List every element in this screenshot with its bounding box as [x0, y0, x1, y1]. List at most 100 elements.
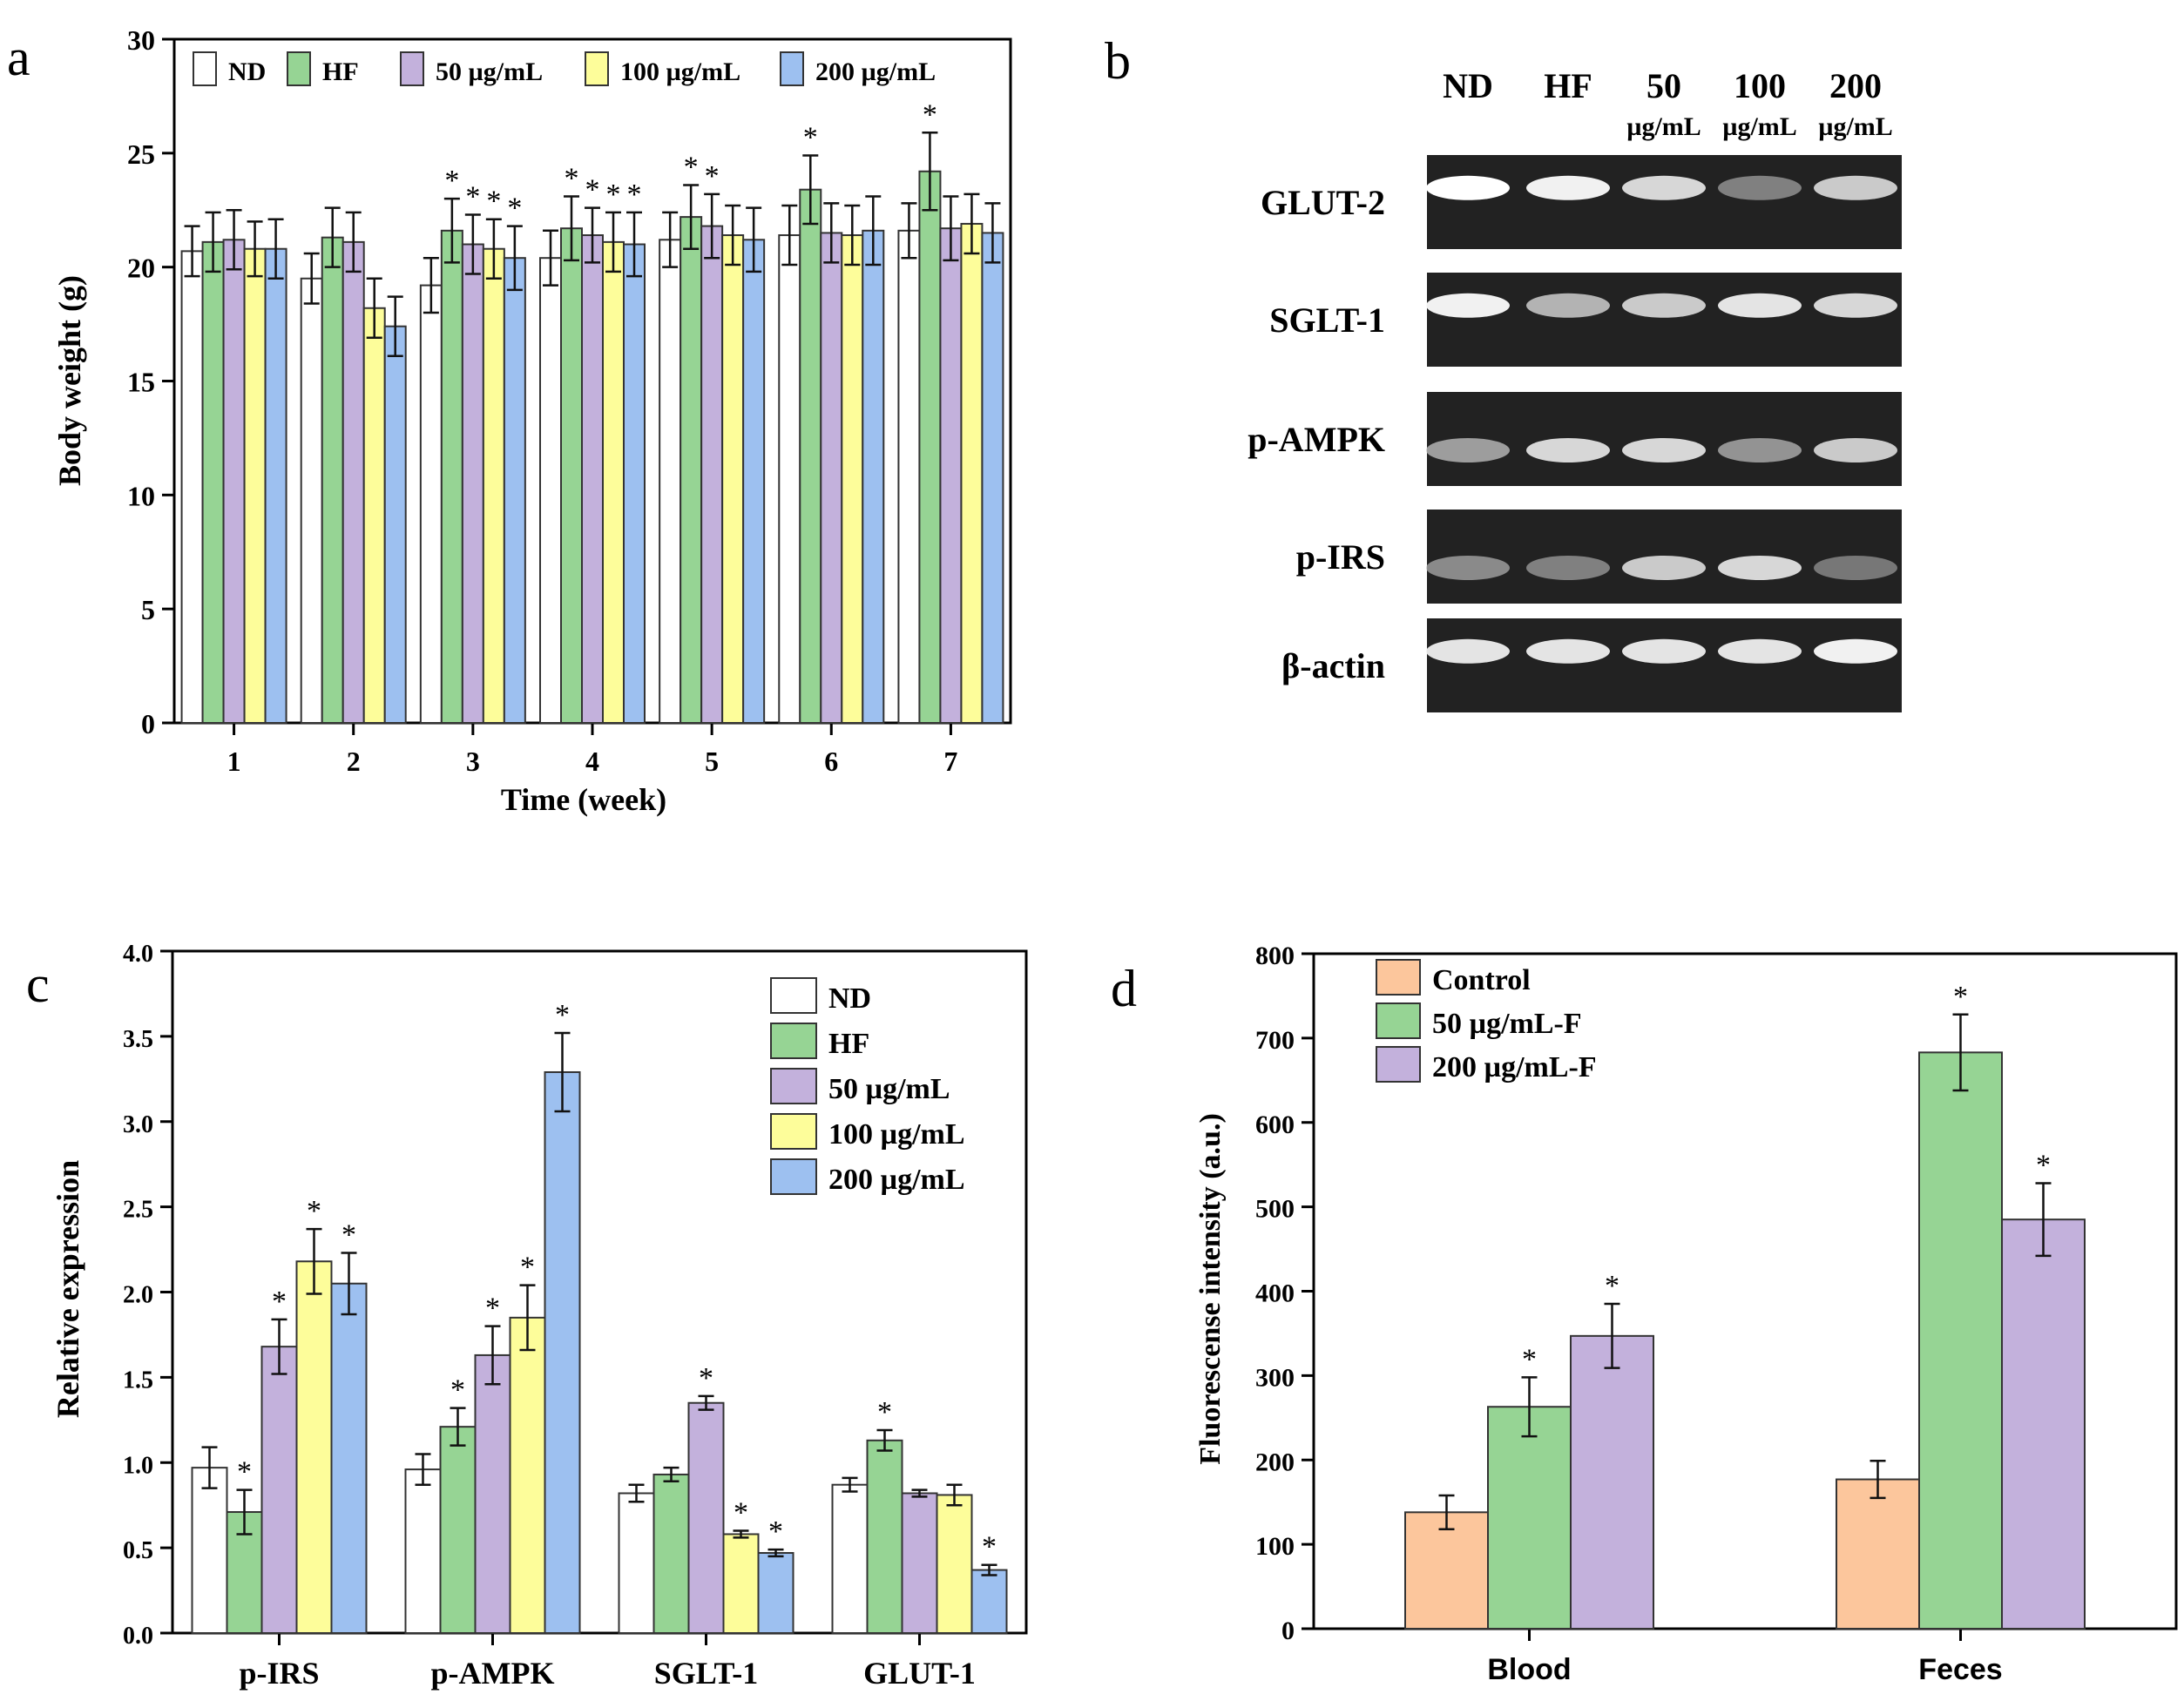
c-significance-star: *	[768, 1515, 783, 1548]
a-bar	[201, 240, 225, 724]
a-bar	[799, 188, 822, 724]
c-y-tick-label: 3.5	[123, 1026, 153, 1053]
panel-b-label: b	[1105, 32, 1131, 90]
a-bar	[680, 216, 703, 725]
c-y-tick-label: 2.0	[123, 1282, 153, 1309]
c-legend-swatch	[770, 977, 817, 1014]
a-y-tick-label: 0	[141, 708, 155, 739]
d-significance-star: *	[1605, 1270, 1619, 1302]
blot-lane-label: HF	[1544, 66, 1592, 105]
c-bar	[404, 1468, 442, 1634]
d-legend-label: Control	[1432, 964, 1531, 996]
a-x-tick-label: 4	[585, 746, 599, 777]
panel-c-y-axis-label: Relative expression	[51, 1160, 85, 1418]
a-bar	[482, 247, 505, 724]
blot-band	[1622, 293, 1706, 318]
d-bar	[1404, 1511, 1489, 1630]
a-bar	[960, 222, 984, 724]
d-x-tick-label: Blood	[1487, 1653, 1571, 1686]
a-significance-star: *	[705, 160, 720, 192]
a-bar	[862, 229, 885, 724]
d-y-tick-label: 800	[1255, 942, 1295, 970]
blot-band	[1426, 437, 1510, 462]
a-legend-swatch	[585, 51, 609, 86]
panel-a-x-axis-label: Time (week)	[501, 782, 666, 817]
d-legend-swatch	[1376, 1046, 1421, 1083]
a-bar	[321, 236, 344, 724]
a-legend-label: 200 µg/mL	[815, 57, 936, 86]
blot-strip	[1427, 273, 1902, 367]
a-legend-swatch	[400, 51, 424, 86]
c-significance-star: *	[520, 1252, 535, 1284]
c-y-tick-label: 4.0	[123, 941, 153, 968]
panel-a-y-axis-label: Body weight (g)	[52, 275, 87, 486]
blot-band	[1426, 293, 1510, 318]
blot-lane-label: 100	[1734, 66, 1786, 105]
a-bar	[897, 229, 921, 724]
d-bar	[1487, 1406, 1572, 1630]
a-bar	[721, 234, 745, 724]
a-bar	[180, 250, 204, 725]
blot-row-label: SGLT-1	[1269, 300, 1385, 340]
c-y-tick-label: 0.5	[123, 1537, 153, 1564]
d-y-tick-label: 600	[1255, 1110, 1295, 1139]
blot-band	[1526, 638, 1610, 664]
a-x-tick-label: 7	[943, 746, 957, 777]
a-significance-star: *	[565, 163, 579, 195]
blot-band	[1814, 555, 1897, 580]
d-significance-star: *	[1953, 981, 1968, 1013]
c-bar	[330, 1282, 368, 1635]
c-significance-star: *	[272, 1286, 287, 1318]
panel-d-legend: Control 50 µg/mL-F 200 µg/mL-F	[1376, 959, 1597, 1083]
c-legend-label: ND	[828, 982, 871, 1015]
d-y-tick-label: 300	[1255, 1363, 1295, 1392]
d-y-tick-label: 0	[1281, 1617, 1295, 1645]
blot-band	[1426, 175, 1510, 200]
a-significance-star: *	[465, 180, 480, 213]
a-significance-star: *	[684, 151, 699, 183]
a-bar	[841, 234, 864, 724]
c-significance-star: *	[877, 1396, 892, 1428]
a-bar	[264, 247, 287, 724]
blot-lane-unit: µg/mL	[1626, 112, 1701, 141]
c-legend-swatch	[770, 1023, 817, 1059]
a-y-tick-label: 10	[127, 480, 155, 511]
d-bar	[2001, 1218, 2086, 1630]
panel-a-legend: ND HF 50 µg/mL 100 µg/mL 200 µg/mL	[193, 51, 936, 86]
c-bar	[901, 1492, 938, 1634]
a-bar	[981, 232, 1004, 724]
blot-band	[1718, 175, 1802, 200]
c-legend-label: 100 µg/mL	[828, 1118, 965, 1151]
blot-band	[1526, 555, 1610, 580]
blot-band	[1622, 175, 1706, 200]
a-bar	[383, 325, 407, 724]
a-significance-star: *	[606, 179, 621, 211]
panel-c-label: c	[26, 955, 50, 1013]
blot-lane-unit: µg/mL	[1722, 112, 1797, 141]
d-legend-swatch	[1376, 959, 1421, 996]
c-legend-label: 200 µg/mL	[828, 1164, 965, 1196]
blot-lane-label: 200	[1829, 66, 1882, 105]
a-y-tick-label: 30	[127, 24, 155, 56]
a-significance-star: *	[803, 121, 818, 153]
a-significance-star: *	[923, 98, 937, 131]
a-legend-swatch	[193, 51, 217, 86]
blot-band	[1814, 293, 1897, 318]
a-x-tick-label: 6	[824, 746, 838, 777]
a-bar	[243, 247, 267, 724]
c-y-tick-label: 2.5	[123, 1197, 153, 1224]
a-significance-star: *	[486, 186, 501, 218]
blot-lane-label: ND	[1443, 66, 1493, 105]
blot-lane-label: 50	[1646, 66, 1681, 105]
panel-a-label: a	[7, 29, 30, 86]
c-bar	[722, 1533, 760, 1634]
a-legend-label: HF	[322, 57, 359, 86]
c-y-tick-label: 1.5	[123, 1367, 153, 1394]
blot-band	[1622, 555, 1706, 580]
c-bar	[831, 1483, 869, 1635]
d-legend-label: 200 µg/mL-F	[1432, 1051, 1597, 1083]
blot-band	[1814, 437, 1897, 462]
